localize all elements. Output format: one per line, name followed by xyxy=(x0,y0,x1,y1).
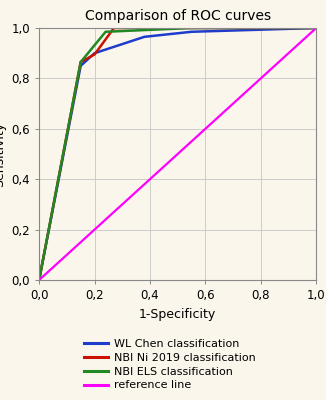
Y-axis label: Sensitivity: Sensitivity xyxy=(0,122,6,186)
Title: Comparison of ROC curves: Comparison of ROC curves xyxy=(85,9,271,23)
X-axis label: 1-Specificity: 1-Specificity xyxy=(139,308,216,320)
Legend: WL Chen classification, NBI Ni 2019 classification, NBI ELS classification, refe: WL Chen classification, NBI Ni 2019 clas… xyxy=(84,339,255,390)
